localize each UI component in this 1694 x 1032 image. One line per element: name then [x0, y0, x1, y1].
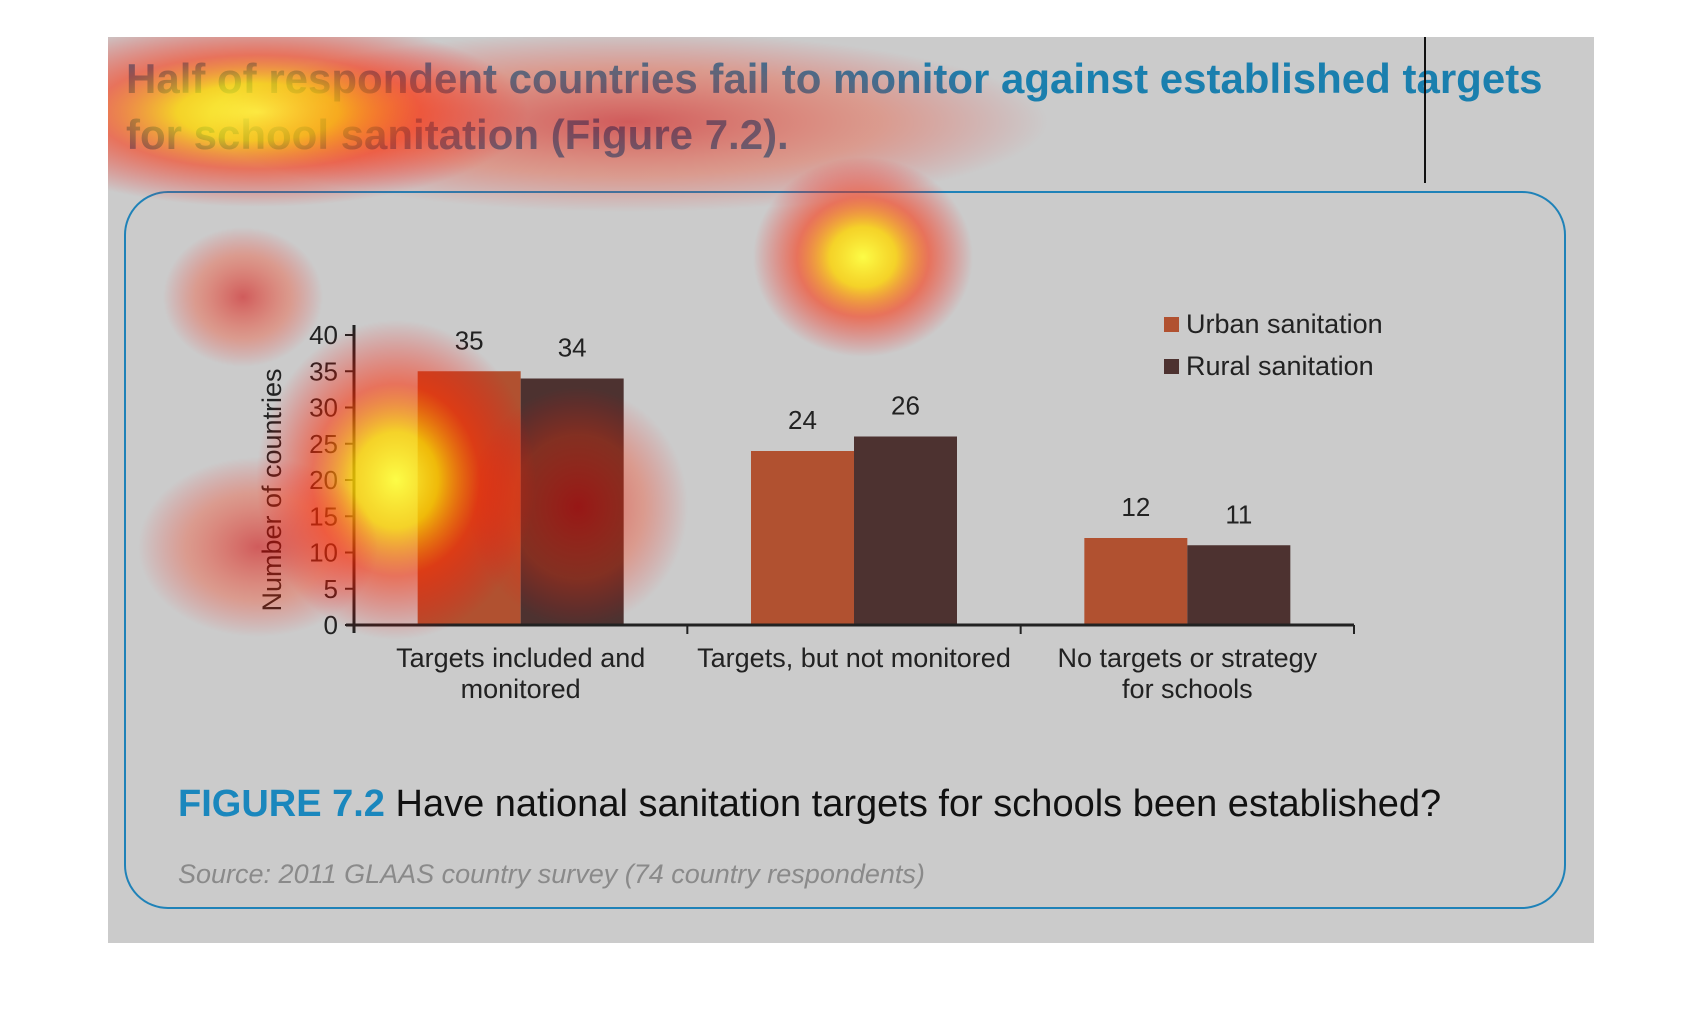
legend-label: Rural sanitation — [1186, 351, 1374, 381]
legend-swatch — [1164, 359, 1179, 374]
legend-label: Urban sanitation — [1186, 309, 1383, 339]
figure-panel: 0 5 10 15 20 25 30 35 40 Number of countries 35 34 T… — [124, 191, 1566, 909]
figure-caption: FIGURE 7.2 Have national sanitation targ… — [178, 783, 1441, 826]
data-label: 11 — [1225, 499, 1252, 529]
y-tick-label: 35 — [309, 356, 338, 386]
headline: Half of respondent countries fail to mon… — [126, 55, 1543, 158]
figure-source: Source: 2011 GLAAS country survey (74 co… — [178, 859, 925, 889]
data-label: 12 — [1121, 492, 1150, 522]
y-tick-label: 25 — [309, 429, 338, 459]
data-label: 24 — [788, 405, 817, 435]
data-label: 34 — [558, 333, 587, 363]
bar — [1084, 538, 1188, 624]
text-cursor — [1424, 37, 1426, 183]
y-tick-label: 20 — [309, 465, 338, 495]
y-tick-label: 15 — [309, 501, 338, 531]
bar — [751, 451, 854, 624]
x-tick-label: Targets included and — [396, 643, 645, 673]
y-tick-label: 40 — [309, 320, 338, 350]
x-tick-label: monitored — [461, 674, 581, 704]
data-label: 26 — [891, 391, 920, 421]
bar — [854, 436, 957, 624]
figure-label: FIGURE 7.2 — [178, 783, 385, 825]
data-label: 35 — [455, 325, 484, 355]
y-tick-label: 10 — [309, 538, 338, 568]
y-axis-title: Number of countries — [257, 368, 287, 611]
x-tick-label: for schools — [1122, 674, 1253, 704]
y-tick-label: 30 — [309, 393, 338, 423]
bar — [520, 378, 624, 624]
y-tick-label: 5 — [324, 574, 338, 604]
slide: Half of respondent countries fail to mon… — [108, 37, 1594, 943]
bar — [1187, 545, 1291, 624]
x-tick-label: No targets or strategy — [1058, 643, 1318, 673]
x-tick-label: Targets, but not monitored — [697, 643, 1011, 673]
bar — [417, 371, 521, 624]
figure-caption-text: Have national sanitation targets for sch… — [395, 783, 1442, 825]
y-tick-label: 0 — [324, 610, 338, 640]
legend-swatch — [1164, 317, 1179, 332]
bar-chart: 0 5 10 15 20 25 30 35 40 Number of countries 35 34 T… — [257, 309, 1383, 704]
